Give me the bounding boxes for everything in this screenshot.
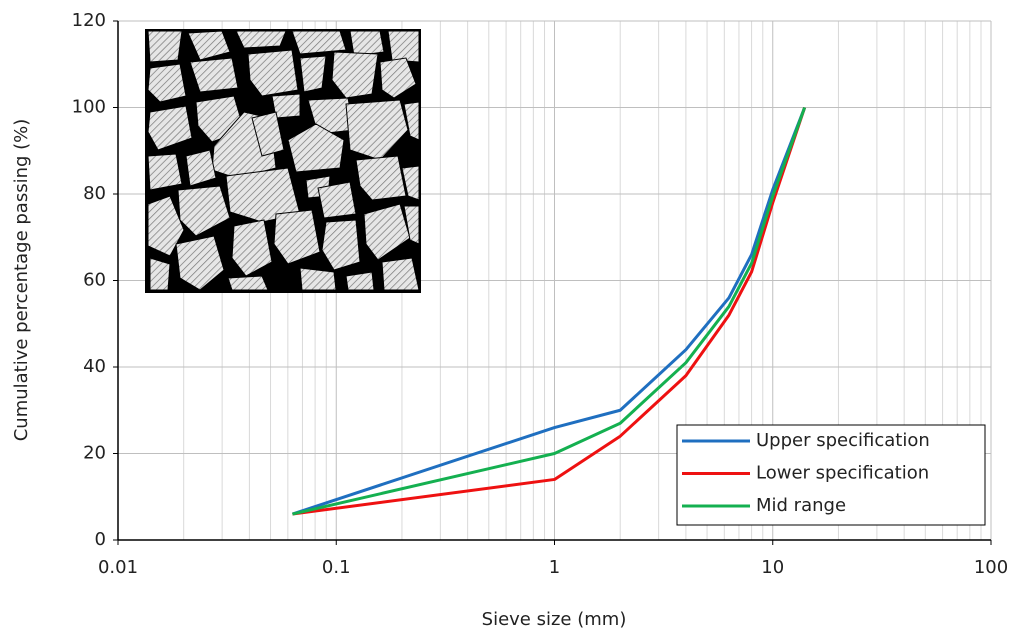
- x-axis-title: Sieve size (mm): [482, 609, 627, 630]
- y-tick-label: 120: [72, 10, 106, 31]
- y-tick-label: 100: [72, 97, 106, 118]
- series-line: [292, 107, 807, 516]
- x-tick-label: 0.01: [98, 557, 138, 578]
- x-tick-label: 10: [761, 557, 784, 578]
- y-axis-title: Cumulative percentage passing (%): [11, 119, 32, 442]
- y-tick-label: 0: [95, 529, 106, 550]
- x-tick-label: 100: [974, 557, 1008, 578]
- series-line: [292, 106, 807, 516]
- series-line: [291, 106, 807, 516]
- y-tick-label: 80: [83, 183, 106, 204]
- inset-image: [145, 29, 421, 293]
- legend-label: Mid range: [756, 495, 846, 516]
- x-tick-label: 0.1: [322, 557, 351, 578]
- y-tick-label: 60: [83, 270, 106, 291]
- y-tick-label: 20: [83, 443, 106, 464]
- legend-label: Upper specification: [756, 430, 930, 451]
- x-tick-label: 1: [549, 557, 560, 578]
- plot-area: [291, 106, 807, 516]
- legend-label: Lower specification: [756, 463, 929, 484]
- y-tick-label: 40: [83, 356, 106, 377]
